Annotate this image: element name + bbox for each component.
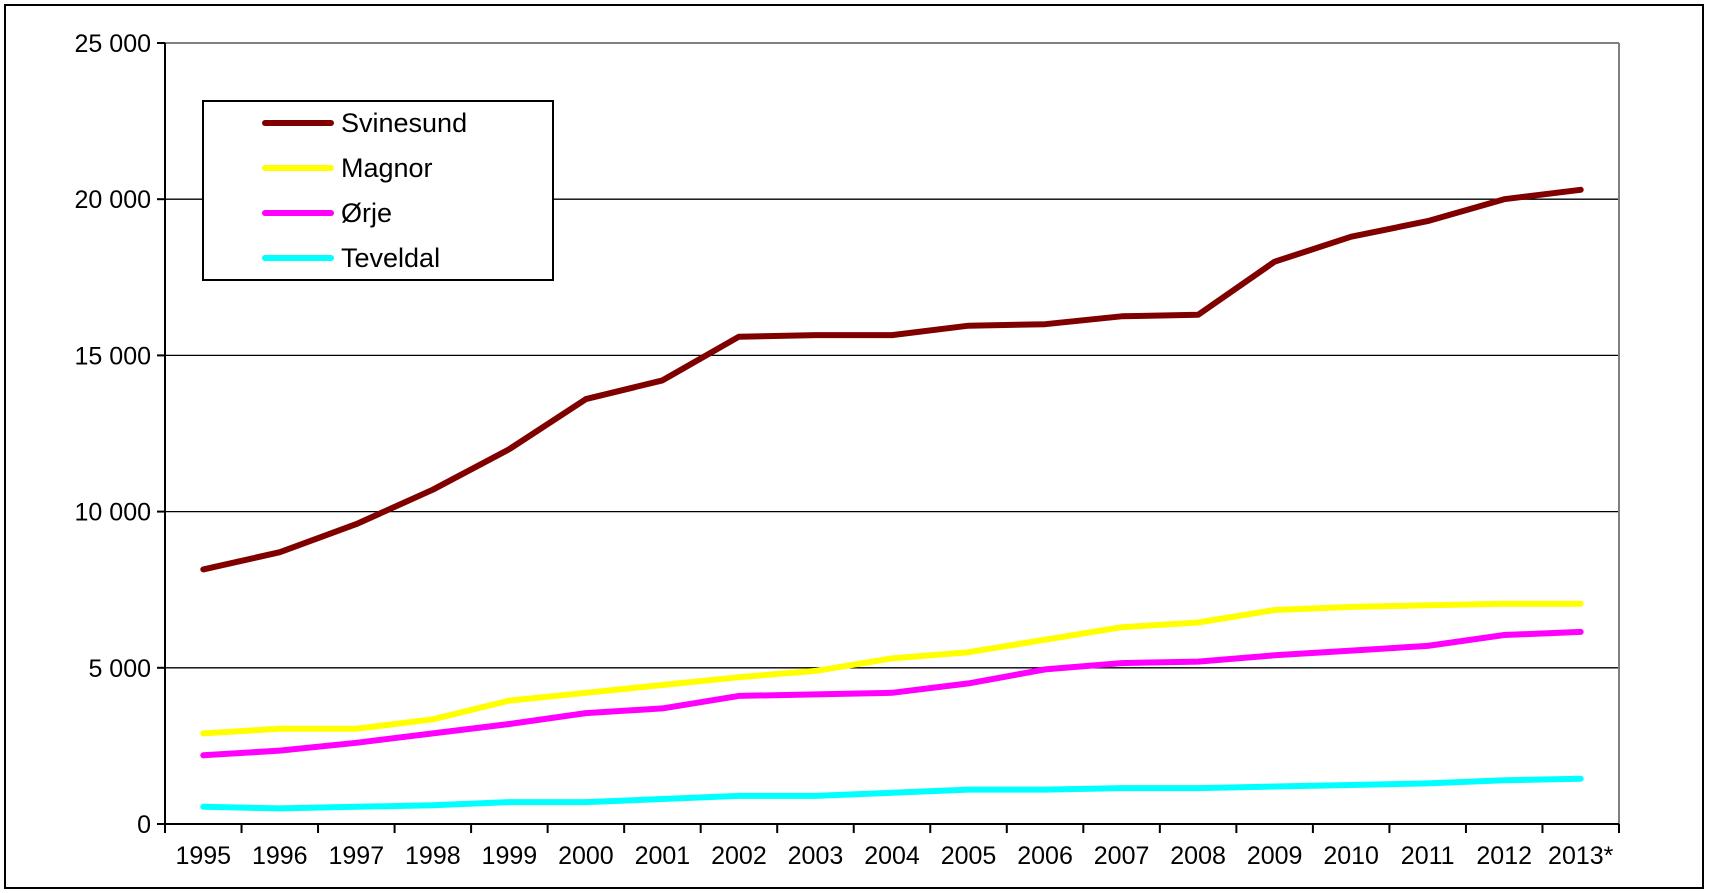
y-tick-label: 0: [137, 811, 151, 839]
legend-label-magnor: Magnor: [341, 153, 433, 183]
x-tick-label: 2009: [1247, 842, 1303, 870]
chart-frame: 0 5 000 10 000 15 000 20 000 25 000 1995 1996 19…: [4, 4, 1704, 889]
y-tick-label: 5 000: [88, 655, 151, 683]
x-tick-label: 1996: [252, 842, 308, 870]
y-tick-label: 25 000: [75, 30, 151, 58]
x-tick-label: 2008: [1170, 842, 1226, 870]
series-line-teveldal: [200, 775, 1584, 812]
x-tick-label: 2002: [711, 842, 767, 870]
x-tick-label: 2013*: [1548, 842, 1614, 870]
y-tick-label: 20 000: [75, 186, 151, 214]
x-tick-label: 1995: [175, 842, 231, 870]
x-tick-label: 2003: [788, 842, 844, 870]
legend-label-teveldal: Teveldal: [341, 243, 440, 273]
x-tick-label: 2006: [1017, 842, 1073, 870]
legend-label-ørje: Ørje: [341, 198, 392, 228]
x-tick-label: 2012: [1476, 842, 1532, 870]
x-tick-label: 2011: [1401, 842, 1455, 870]
line-chart: 0 5 000 10 000 15 000 20 000 25 000 1995 1996 19…: [75, 30, 1620, 870]
y-tick-label: 15 000: [75, 342, 151, 370]
y-tick-label: 10 000: [75, 499, 151, 527]
x-tick-label: 2010: [1323, 842, 1379, 870]
series-line-ørje: [200, 628, 1584, 759]
legend-label-svinesund: Svinesund: [341, 108, 467, 138]
x-tick-label: 1999: [482, 842, 538, 870]
series-line-magnor: [200, 600, 1584, 737]
x-tick-label: 1998: [405, 842, 461, 870]
x-tick-label: 2000: [558, 842, 614, 870]
x-tick-label: 2004: [864, 842, 920, 870]
x-tick-label: 2007: [1094, 842, 1150, 870]
legend-box: [202, 100, 554, 281]
x-tick-label: 2001: [635, 842, 691, 870]
x-tick-label: 1997: [329, 842, 385, 870]
x-tick-label: 2005: [941, 842, 997, 870]
series-line-svinesund: [200, 186, 1584, 573]
